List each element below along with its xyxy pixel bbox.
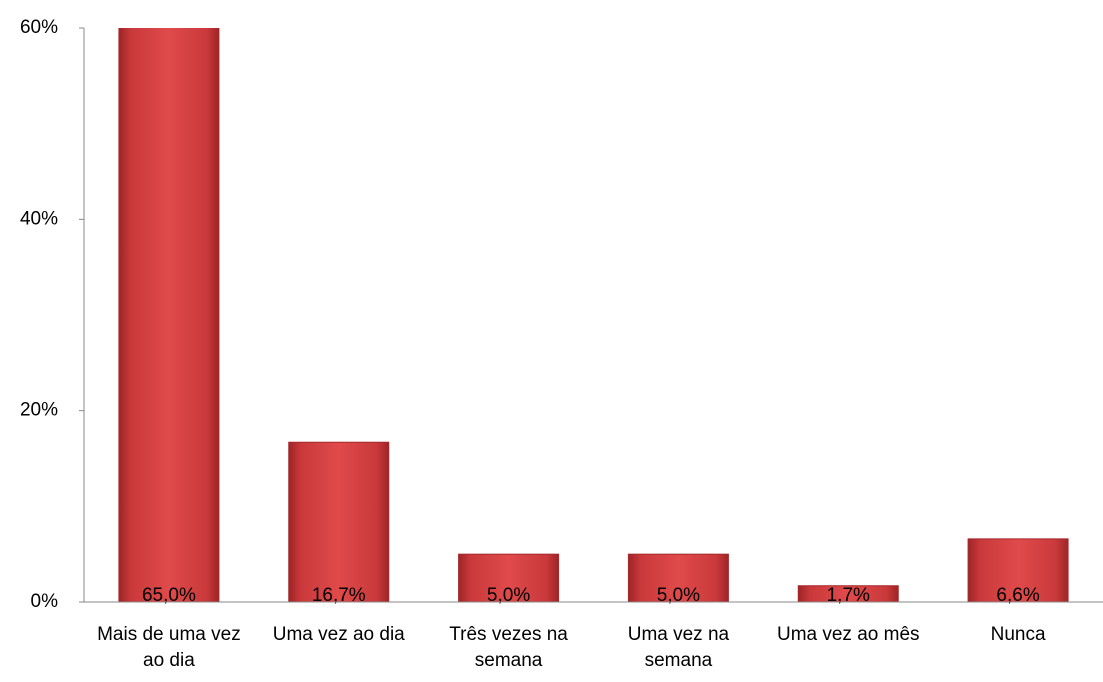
x-tick-label: Três vezes na semana (449, 624, 568, 671)
x-label-box: Mais de uma vez ao dia (97, 624, 241, 671)
y-tick-label: 0% (31, 591, 59, 612)
data-label: 65,0% (142, 585, 196, 606)
x-label-box: Uma vez na semana (627, 624, 730, 671)
y-tick-label: 60% (20, 17, 58, 38)
x-label-box: Nunca (990, 624, 1046, 645)
x-label-box: Uma vez ao mês (776, 624, 920, 645)
bar (288, 441, 390, 603)
data-label: 16,7% (312, 585, 366, 606)
x-tick-label: Uma vez na semana (627, 624, 730, 671)
bar (118, 28, 220, 603)
data-label: 1,7% (827, 585, 870, 606)
x-tick-label: Uma vez ao dia (272, 624, 405, 645)
x-label-box: Uma vez ao dia (272, 624, 405, 645)
data-label: 5,0% (657, 585, 700, 606)
data-label: 6,6% (996, 585, 1039, 606)
x-tick-label: Uma vez ao mês (776, 624, 920, 645)
plot-area (118, 28, 1069, 603)
data-label: 5,0% (487, 585, 530, 606)
x-label-box: Três vezes na semana (449, 624, 568, 671)
y-tick-label: 20% (20, 400, 58, 421)
bar (627, 553, 729, 603)
x-tick-label: Mais de uma vez ao dia (97, 624, 241, 671)
x-tick-label: Nunca (990, 624, 1046, 645)
y-tick-label: 40% (20, 208, 58, 229)
bar (458, 553, 560, 603)
bar (967, 538, 1069, 603)
